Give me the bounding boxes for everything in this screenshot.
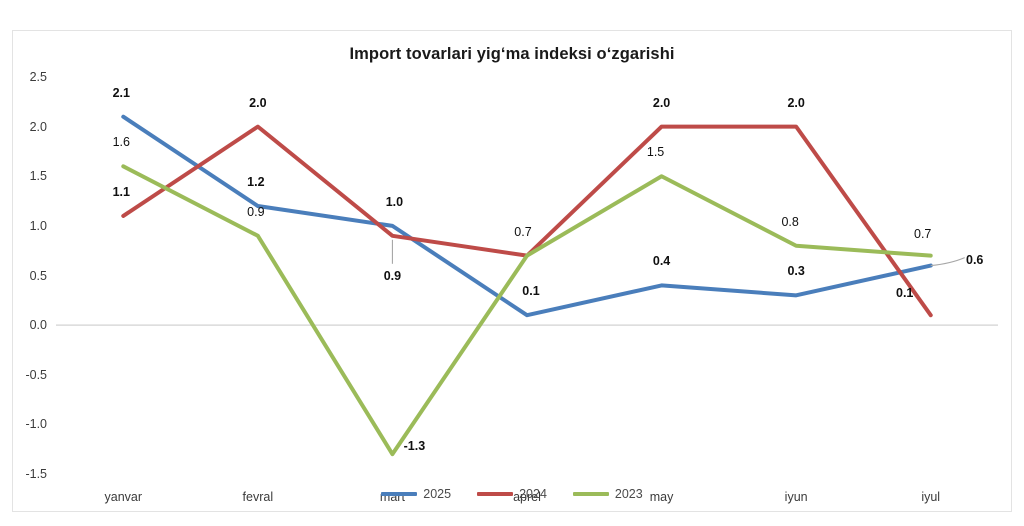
legend-item-2023[interactable]: 2023 <box>572 487 643 501</box>
series-lines <box>121 114 933 457</box>
y-axis-tick: 0.0 <box>29 318 47 333</box>
leader-line <box>930 257 965 267</box>
y-axis-tick: 1.0 <box>29 218 47 233</box>
leader-lines <box>391 239 965 267</box>
chart-title: Import tovarlari yig‘ma indeksi o‘zgaris… <box>349 45 675 63</box>
x-axis-tick-fevral: fevral <box>242 490 274 504</box>
y-axis-tick: 2.0 <box>29 119 47 134</box>
y-axis-tick: -1.5 <box>25 467 47 481</box>
legend-label-2023: 2023 <box>614 487 643 501</box>
y-axis-tick: -0.5 <box>25 367 47 382</box>
y-axis-tick: 1.5 <box>29 169 47 184</box>
x-axis-tick-iyul: iyul <box>921 490 941 504</box>
y-axis-tick: 2.5 <box>29 70 47 84</box>
x-axis-tick-yanvar: yanvar <box>104 490 143 504</box>
chart-frame: Import tovarlari yig‘ma indeksi o‘zgaris… <box>12 30 1012 512</box>
legend-swatch-2024 <box>477 492 514 496</box>
legend-label-2024: 2024 <box>519 487 547 501</box>
chart-legend: 2025 2024 2023 <box>13 487 1011 501</box>
x-axis-tick-iyun: iyun <box>784 490 808 504</box>
plot-area: 2.5 2.0 1.5 1.0 0.5 0.0 -0.5 -1.0 -1.5 yanvar fev… <box>25 70 998 504</box>
y-axis-tick: -1.0 <box>25 417 47 432</box>
legend-swatch-2023 <box>572 492 609 496</box>
chart-lines <box>56 114 998 457</box>
series-line-2025 <box>121 114 933 318</box>
y-axis-tick: 0.5 <box>29 268 47 283</box>
series-line-2023 <box>121 164 933 457</box>
x-axis-tick-aprel: aprel <box>513 490 541 504</box>
x-axis-tick-may: may <box>649 490 674 504</box>
series-line-2024 <box>121 124 933 318</box>
legend-swatch-2025 <box>381 492 418 496</box>
legend-item-2025[interactable]: 2025 <box>381 487 451 501</box>
legend-label-2025: 2025 <box>423 487 452 501</box>
legend-item-2024[interactable]: 2024 <box>477 487 547 501</box>
